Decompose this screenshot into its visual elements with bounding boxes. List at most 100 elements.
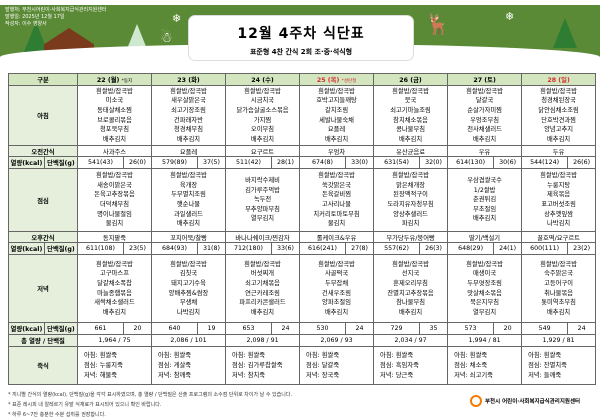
menu-item: 김가루주먹밥 bbox=[245, 186, 280, 194]
kcal-value: 729 bbox=[373, 322, 421, 335]
snowflake-icon: ❄ bbox=[172, 12, 182, 25]
lunch-label: 점심 bbox=[8, 168, 78, 232]
menu-item: 매생이국 bbox=[472, 270, 497, 278]
am-snack-cell: 두유 bbox=[521, 145, 597, 157]
day-label: 25 (목) bbox=[316, 77, 340, 84]
porridge-cell: 아침: 흰쌀죽 점심: 김가루찹쌀죽 저녁: 참치죽 bbox=[225, 346, 301, 385]
menu-item: 배추김치 bbox=[398, 135, 423, 143]
menu-item: 두부엿장조림 bbox=[467, 279, 502, 287]
menu-item: 건파래자반 bbox=[174, 116, 203, 124]
menu-item: 고구마스프 bbox=[100, 270, 129, 278]
menu-item: 무초절임 bbox=[472, 205, 497, 213]
protein-value: 28(1) bbox=[271, 156, 301, 169]
day-header: 25 (목) *성탄절 bbox=[299, 73, 375, 86]
snowman-icon: ☃ bbox=[160, 30, 173, 46]
menu-item: 부추양파무침 bbox=[245, 205, 280, 213]
breakfast-cell: 흰쌀밥/잡곡밥 달걀국 순살가자미찜 우엉조무침 천사채샐러드 배추김치 bbox=[447, 85, 523, 146]
page-subtitle: 표준형 4찬 간식 2회 조·중·석식형 bbox=[249, 48, 353, 56]
menu-item: 달걀채소폭찹 bbox=[97, 279, 132, 287]
menu-item: 우삼겹쌀국수 bbox=[467, 177, 502, 185]
publisher: 발행처: 부천시어린이·사회복지급식관리지원센터 bbox=[5, 7, 107, 13]
kcal-value: 614(130) bbox=[447, 156, 495, 169]
meal-table: 구분 22 (월) *동지 23 (화) 24 (수) 25 (목) *성탄절 26 (금… bbox=[8, 73, 597, 385]
lunch-row: 점심 흰쌀밥/잡곡밥 새송이맑은국 돈육고추장볶음 더덕채무침 명이나물절임 물김치 흰쌀밥/… bbox=[8, 168, 597, 232]
menu-item: 양배추찜&쌈장 bbox=[168, 289, 209, 297]
breakfast-cell: 흰쌀밥/잡곡밥 시금치국 닭가슴살굴소스볶음 가지찜 오이무침 배추김치 bbox=[225, 85, 301, 146]
breakfast-cell: 흰쌀밥/잡곡밥 새우살맑은국 쇠고기장조림 건파래자반 청경채무침 배추김치 bbox=[150, 85, 227, 146]
footnotes: * 끼니별 간식의 열량(kcal), 단백질(g)을 각각 표시하였으며, 총… bbox=[8, 390, 292, 420]
menu-item: 흰쌀밥/잡곡밥 bbox=[318, 172, 355, 180]
porridge-item: 아침: 흰쌀죽 bbox=[84, 351, 118, 359]
kcal-value: 544(124) bbox=[521, 156, 569, 169]
menu-item: 콩나물무침 bbox=[396, 126, 426, 134]
menu-item: 배추김치 bbox=[546, 308, 571, 316]
total-value: 1,994 / 81 bbox=[447, 334, 523, 347]
porridge-item: 아침: 흰쌀죽 bbox=[232, 351, 266, 359]
menu-item: 버섯찌개 bbox=[250, 270, 275, 278]
kcal-value: 530 bbox=[299, 322, 347, 335]
protein-label: 단백질(g) bbox=[44, 156, 78, 169]
porridge-label: 죽식 bbox=[8, 346, 78, 385]
publisher-info: 발행처: 부천시어린이·사회복지급식관리지원센터 발행일: 2025년 12월 … bbox=[5, 7, 106, 28]
total-value: 2,034 / 97 bbox=[373, 334, 449, 347]
menu-item: 1/2쌀밥 bbox=[473, 186, 496, 194]
menu-item: 흰쌀밥/잡곡밥 bbox=[540, 87, 578, 95]
menu-item: 흰쌀밥/잡곡밥 bbox=[392, 87, 429, 95]
menu-item: 흰쌀밥/잡곡밥 bbox=[170, 87, 207, 95]
menu-item: 배추김치 bbox=[472, 135, 497, 143]
menu-item: 양파초절임 bbox=[322, 299, 352, 307]
menu-item: 선지국 bbox=[401, 270, 420, 278]
protein-value: 33(6) bbox=[271, 242, 301, 255]
protein-value: 35 bbox=[419, 322, 449, 335]
kcal-value: 557(62) bbox=[373, 242, 421, 255]
menu-item: 명이나물절임 bbox=[97, 210, 132, 218]
menu-item: 흰쌀밥/잡곡밥 bbox=[392, 260, 429, 268]
menu-item: 브로콜리볶음 bbox=[97, 116, 132, 124]
menu-item: 취나물볶음 bbox=[544, 289, 574, 297]
menu-item: 묵은지무침 bbox=[470, 299, 500, 307]
porridge-item: 저녁: 쇠고기죽 bbox=[454, 371, 493, 379]
kcal-value: 648(29) bbox=[447, 242, 495, 255]
porridge-item: 아침: 흰쌀죽 bbox=[454, 351, 488, 359]
menu-item: 미소국 bbox=[105, 97, 124, 105]
menu-item: 쇠고기장조림 bbox=[171, 106, 206, 114]
protein-value: 33(0) bbox=[345, 156, 375, 169]
menu-item: 흰쌀밥/잡곡밥 bbox=[244, 87, 281, 95]
kcal-value: 611(108) bbox=[77, 242, 124, 255]
day-label: 24 (수) bbox=[251, 77, 274, 84]
pm-nutrition-row: 열량(kcal) 단백질(g) 611(108) 23(5) 684(93) 31(8) 7… bbox=[8, 242, 597, 255]
menu-item: 요플레 bbox=[327, 126, 346, 134]
menu-item: 배추김치 bbox=[472, 215, 497, 223]
lunch-cell: 흰쌀밥/잡곡밥 맑은채개장 된장맥적구이 도라지유자청무침 양상추샐러드 파김치 bbox=[373, 168, 449, 232]
breakfast-cell: 흰쌀밥/잡곡밥 호박고지들깨탕 갈치조림 세발나물숙채 요플레 배추김치 bbox=[299, 85, 375, 146]
kcal-value: 600(111) bbox=[521, 242, 569, 255]
porridge-cell: 아침: 흰쌀죽 점심: 채소죽 저녁: 쇠고기죽 bbox=[447, 346, 523, 385]
title-box: 12월 4주차 식단표 표준형 4찬 간식 2회 조·중·석식형 bbox=[188, 15, 414, 61]
menu-item: 열무김치 bbox=[472, 308, 497, 316]
protein-value: 30(6) bbox=[493, 156, 523, 169]
total-value: 2,086 / 101 bbox=[150, 334, 227, 347]
protein-value: 20 bbox=[493, 322, 523, 335]
pm-snack-row: 오후간식 동지팥죽 꼬치어묵/찰빵 바나나쉐이크/찐감자 롤케이크&우유 무가당두유/붕어… bbox=[8, 231, 597, 243]
menu-item: 배추김치 bbox=[176, 135, 201, 143]
menu-item: 누룽지탕 bbox=[546, 181, 571, 189]
snowflake-icon: ❄ bbox=[505, 10, 515, 23]
smile-logo-icon bbox=[470, 395, 482, 407]
total-value: 1,929 / 81 bbox=[521, 334, 597, 347]
menu-item: 육개장 bbox=[179, 181, 198, 189]
protein-value: 24(1) bbox=[493, 242, 523, 255]
porridge-item: 저녁: 해물죽 bbox=[84, 371, 118, 379]
protein-value: 27(8) bbox=[345, 242, 375, 255]
porridge-item: 아침: 흰쌀죽 bbox=[380, 351, 414, 359]
total-value: 2,098 / 91 bbox=[225, 334, 301, 347]
day-header: 22 (월) *동지 bbox=[77, 73, 152, 86]
menu-item: 더덕채무침 bbox=[100, 201, 129, 208]
kcal-value: 640 bbox=[151, 322, 198, 335]
kcal-value: 616(241) bbox=[299, 242, 347, 255]
menu-item: 호박고지들깨탕 bbox=[316, 97, 357, 105]
kcal-value: 631(54) bbox=[373, 156, 421, 169]
menu-item: 청경채된장국 bbox=[541, 97, 576, 105]
author: 작성자: 이수 영양사 bbox=[5, 21, 47, 27]
center-logo: 부천시 어린이·사회복지급식관리지원센터 bbox=[470, 395, 580, 407]
menu-item: 춘권튀김 bbox=[472, 196, 497, 204]
